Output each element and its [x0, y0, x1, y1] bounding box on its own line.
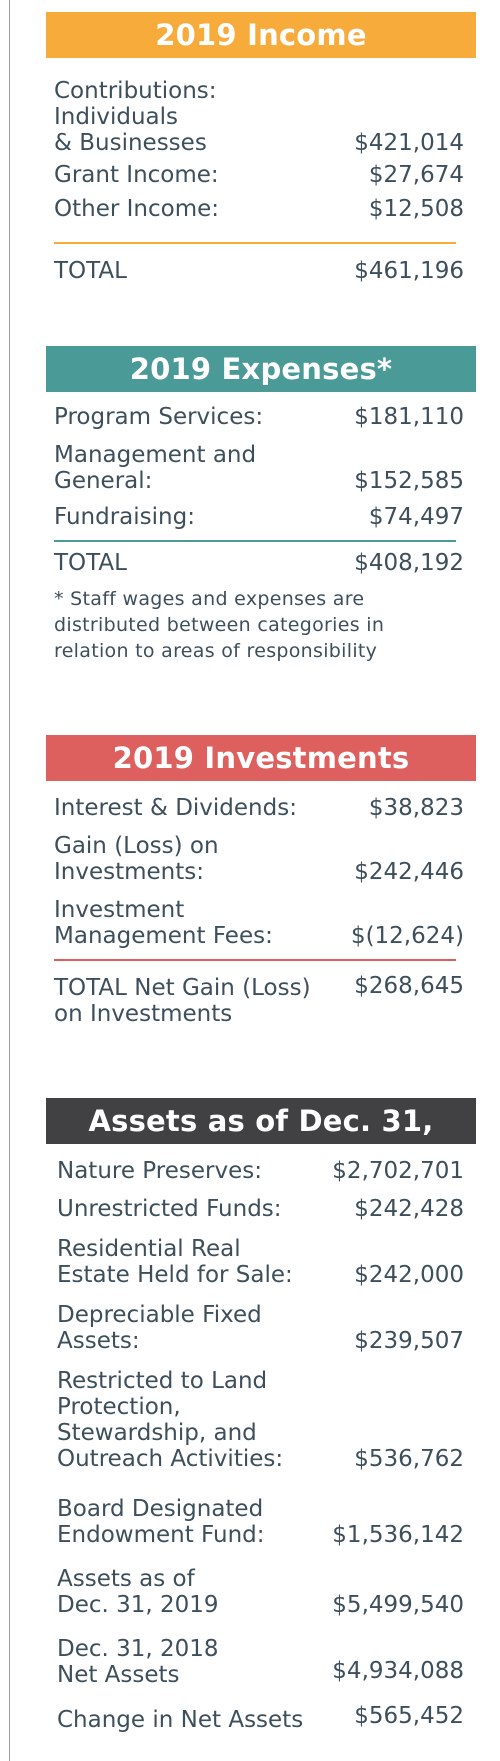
income-header: 2019 Income: [46, 12, 476, 58]
assets-row-label: Nature Preserves:: [57, 1158, 262, 1184]
expenses-row-management: Management and General: $152,585: [54, 438, 464, 494]
investments-row-fees: Investment Management Fees: $(12,624): [54, 893, 464, 949]
investments-header: 2019 Investments: [46, 735, 476, 781]
assets-row-restricted: Restricted to Land Protection, Stewardsh…: [57, 1364, 464, 1472]
income-total-row: TOTAL $461,196: [54, 254, 464, 284]
expenses-total-rule: [54, 540, 456, 542]
assets-row-value: $242,000: [354, 1262, 464, 1288]
investments-row-gain: Gain (Loss) on Investments: $242,446: [54, 829, 464, 885]
assets-row-value: $239,507: [354, 1328, 464, 1354]
assets-row-real-estate: Residential Real Estate Held for Sale: $…: [57, 1232, 464, 1288]
assets-row-value: $5,499,540: [332, 1592, 464, 1618]
investments-row-interest: Interest & Dividends: $38,823: [54, 793, 464, 821]
investments-row-label: Interest & Dividends:: [54, 795, 297, 821]
investments-row-value: $242,446: [354, 859, 464, 885]
income-row-value: $27,674: [368, 162, 464, 188]
assets-row-unrestricted: Unrestricted Funds: $242,428: [57, 1194, 464, 1222]
assets-row-depreciable: Depreciable Fixed Assets: $239,507: [57, 1298, 464, 1354]
investments-row-label: Investment Management Fees:: [54, 897, 273, 949]
income-row-value: $421,014: [354, 130, 464, 156]
assets-row-value: $4,934,088: [332, 1658, 464, 1684]
assets-section: Assets as of Dec. 31, 2019 Nature Preser…: [46, 1098, 476, 1758]
income-total-label: TOTAL: [54, 258, 127, 284]
assets-row-label: Change in Net Assets: [57, 1707, 304, 1733]
assets-row-label: Depreciable Fixed Assets:: [57, 1302, 262, 1354]
expenses-total-label: TOTAL: [54, 550, 127, 576]
income-total-rule: [54, 242, 456, 244]
income-section: 2019 Income Contributions: Individuals &…: [46, 12, 476, 284]
assets-row-value: $536,762: [354, 1446, 464, 1472]
income-row-label: Grant Income:: [54, 162, 219, 188]
expenses-section: 2019 Expenses* Program Services: $181,11…: [46, 346, 476, 666]
expenses-row-value: $74,497: [368, 504, 464, 530]
assets-row-label: Dec. 31, 2018 Net Assets: [57, 1636, 219, 1688]
expenses-footnote: * Staff wages and expenses are distribut…: [54, 588, 385, 662]
assets-row-value: $2,702,701: [332, 1158, 464, 1184]
expenses-header: 2019 Expenses*: [46, 346, 476, 392]
investments-total-value: $268,645: [354, 973, 464, 999]
assets-row-total-2019: Assets as of Dec. 31, 2019 $5,499,540: [57, 1562, 464, 1618]
assets-row-label: Board Designated Endowment Fund:: [57, 1496, 265, 1548]
investments-section: 2019 Investments Interest & Dividends: $…: [46, 735, 476, 1035]
assets-row-label: Residential Real Estate Held for Sale:: [57, 1236, 293, 1288]
left-border-line: [9, 0, 10, 1761]
assets-row-value: $242,428: [354, 1196, 464, 1222]
assets-row-value: $1,536,142: [332, 1522, 464, 1548]
expenses-row-fundraising: Fundraising: $74,497: [54, 502, 464, 530]
assets-row-change: Change in Net Assets $565,452: [57, 1703, 464, 1733]
income-total-value: $461,196: [354, 258, 464, 284]
investments-row-label: Gain (Loss) on Investments:: [54, 833, 219, 885]
income-row-other: Other Income: $12,508: [54, 194, 464, 222]
investments-row-value: $(12,624): [350, 923, 464, 949]
investments-total-label: TOTAL Net Gain (Loss) on Investments: [54, 975, 311, 1027]
assets-row-value: $565,452: [354, 1703, 464, 1729]
assets-header: Assets as of Dec. 31, 2019: [46, 1098, 476, 1184]
expenses-total-value: $408,192: [354, 550, 464, 576]
assets-row-label: Assets as of Dec. 31, 2019: [57, 1566, 219, 1618]
expenses-row-label: Management and General:: [54, 442, 257, 494]
expenses-row-value: $152,585: [354, 468, 464, 494]
assets-row-endowment: Board Designated Endowment Fund: $1,536,…: [57, 1492, 464, 1548]
income-row-value: $12,508: [368, 196, 464, 222]
expenses-total-row: TOTAL $408,192: [54, 546, 464, 576]
expenses-row-label: Program Services:: [54, 404, 264, 430]
investments-total-row: TOTAL Net Gain (Loss) on Investments $26…: [54, 971, 464, 1027]
income-row-grant: Grant Income: $27,674: [54, 160, 464, 188]
income-row-contributions: Contributions: Individuals & Businesses …: [54, 68, 464, 156]
income-row-label: Other Income:: [54, 196, 219, 222]
assets-row-label: Unrestricted Funds:: [57, 1196, 282, 1222]
investments-row-value: $38,823: [368, 795, 464, 821]
expenses-row-program: Program Services: $181,110: [54, 402, 464, 430]
income-row-label: Contributions: Individuals & Businesses: [54, 78, 217, 156]
investments-total-rule: [54, 959, 456, 961]
assets-row-nature-preserves: Nature Preserves: $2,702,701: [57, 1156, 464, 1184]
assets-row-2018-net: Dec. 31, 2018 Net Assets $4,934,088: [57, 1632, 464, 1688]
expenses-row-value: $181,110: [354, 404, 464, 430]
expenses-row-label: Fundraising:: [54, 504, 195, 530]
assets-row-label: Restricted to Land Protection, Stewardsh…: [57, 1368, 284, 1472]
